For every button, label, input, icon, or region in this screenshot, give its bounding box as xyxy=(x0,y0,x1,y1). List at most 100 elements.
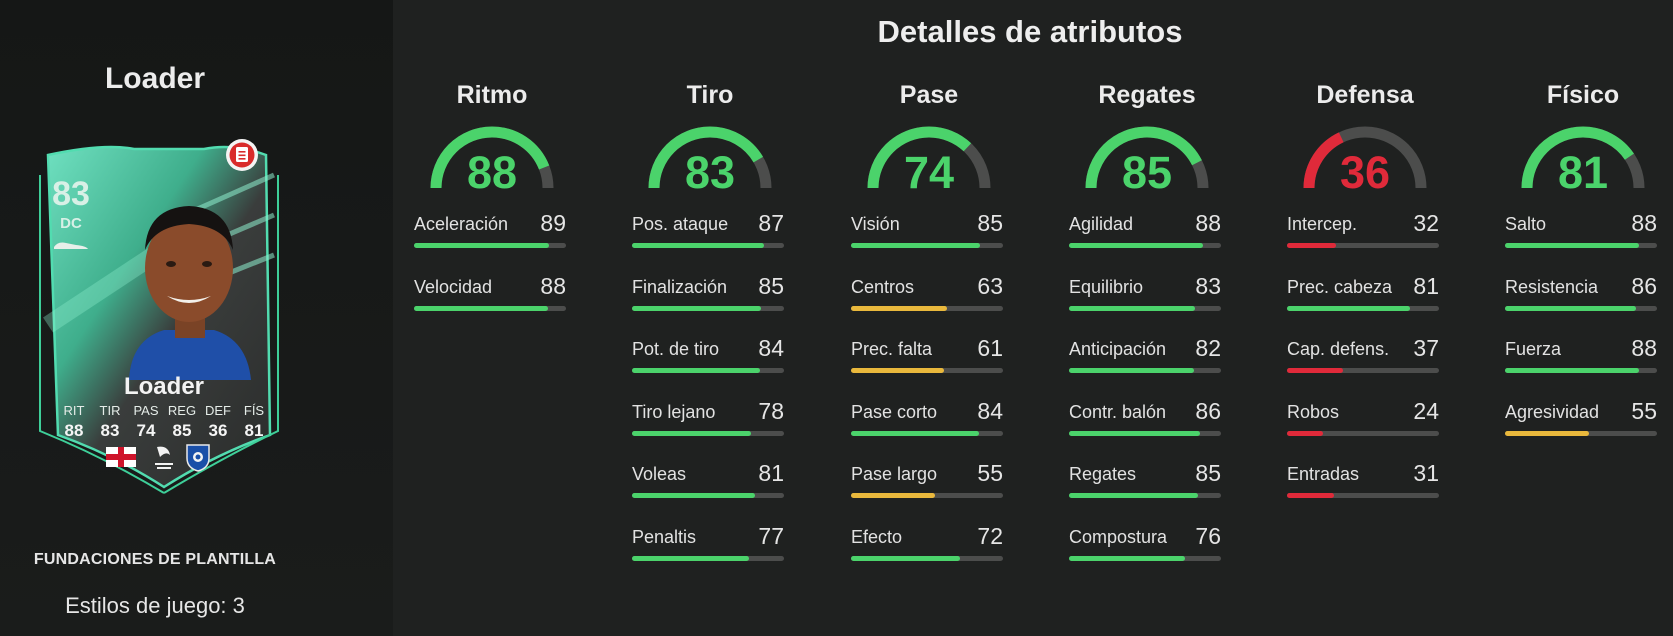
card-stat-pas: PAS 74 xyxy=(128,403,164,441)
attribute-label: Contr. balón xyxy=(1069,401,1167,422)
player-card[interactable]: 83 DC Loader RIT 88 xyxy=(34,135,294,495)
attribute-label: Equilibrio xyxy=(1069,276,1144,297)
gauge-fill xyxy=(430,126,554,189)
attribute-label: Agilidad xyxy=(1069,214,1134,234)
attribute-bar-track xyxy=(414,305,566,311)
attribute-row: Agilidad 88 xyxy=(1067,210,1227,254)
card-stat-label: FÍS xyxy=(243,403,265,418)
attribute-bar-track xyxy=(1505,243,1657,248)
card-stat-label: DEF xyxy=(205,403,231,418)
attribute-label: Visión xyxy=(851,214,900,234)
attribute-label: Salto xyxy=(1505,214,1547,234)
attribute-value: 88 xyxy=(1631,335,1657,361)
attribute-label: Pase corto xyxy=(851,401,938,422)
attribute-bar-fill xyxy=(1505,243,1639,248)
attribute-bar-fill xyxy=(414,305,548,311)
category-gauge: 85 xyxy=(1067,122,1227,212)
attribute-bar-fill xyxy=(1069,430,1200,436)
attribute-row: Entradas 31 xyxy=(1285,460,1445,504)
attribute-value: 88 xyxy=(540,272,566,299)
attribute-label: Prec. falta xyxy=(851,339,933,359)
attribute-label: Compostura xyxy=(1069,526,1168,547)
attribute-value: 88 xyxy=(1195,210,1221,236)
card-stat-def: DEF 36 xyxy=(200,403,236,441)
boot-icon xyxy=(54,242,88,249)
category-regates: Regates 85 Agilidad 88 Equilibrio 83 Anticipac… xyxy=(1067,80,1227,561)
gauge-fill xyxy=(867,126,991,189)
card-stat-value: 74 xyxy=(136,421,156,440)
league-logo-icon xyxy=(155,446,173,469)
category-gauge: 36 xyxy=(1285,122,1445,212)
attribute-bar-fill xyxy=(632,430,751,436)
category-value: 36 xyxy=(1339,147,1391,198)
attribute-row: Intercep. 32 xyxy=(1285,210,1445,254)
gauge-fill xyxy=(1303,126,1427,189)
attribute-label: Tiro lejano xyxy=(632,401,716,422)
attribute-row: Fuerza 88 xyxy=(1503,335,1663,379)
attribute-bar-track xyxy=(1287,305,1439,311)
attribute-bar-fill xyxy=(632,555,750,561)
attribute-value: 84 xyxy=(758,335,784,361)
attribute-label: Cap. defens. xyxy=(1287,339,1390,359)
card-stat-label: RIT xyxy=(63,403,85,418)
attribute-bar-track xyxy=(632,493,784,498)
attribute-bar-track xyxy=(851,305,1003,311)
attribute-row: Penaltis 77 xyxy=(630,523,790,567)
card-stat-fis: FÍS 81 xyxy=(236,403,272,441)
attribute-bar-fill xyxy=(1287,243,1336,248)
attribute-label: Efecto xyxy=(851,526,903,547)
card-stat-rit: RIT 88 xyxy=(56,403,92,441)
attribute-row: Aceleración 89 xyxy=(412,210,572,254)
attribute-row: Visión 85 xyxy=(849,210,1009,254)
gauge-fill xyxy=(1085,126,1209,189)
attribute-bar-fill xyxy=(632,368,760,373)
attribute-bar-track xyxy=(1069,493,1221,498)
card-stat-value: 83 xyxy=(100,421,120,440)
attribute-bar-track xyxy=(1505,430,1657,436)
category-title: Defensa xyxy=(1316,81,1414,109)
attribute-bar-track xyxy=(632,555,784,561)
england-flag-icon xyxy=(106,447,136,467)
gauge-fill xyxy=(648,126,772,189)
attribute-value: 84 xyxy=(977,397,1003,424)
attribute-bar-fill xyxy=(1069,243,1203,248)
attribute-label: Pase largo xyxy=(851,464,938,484)
playstyles-count: Estilos de juego: 3 xyxy=(65,593,245,618)
card-stat-label: TIR xyxy=(99,403,121,418)
attribute-value: 85 xyxy=(758,272,784,299)
attribute-bar-fill xyxy=(632,493,756,498)
attribute-bar-fill xyxy=(851,305,947,311)
attribute-label: Entradas xyxy=(1287,464,1360,484)
attribute-bar-fill xyxy=(851,430,979,436)
attribute-value: 55 xyxy=(977,460,1003,486)
category-tiro: Tiro 83 Pos. ataque 87 Finalización 85 Pot. de… xyxy=(630,80,790,561)
attribute-row: Tiro lejano 78 xyxy=(630,398,790,442)
card-stat-value: 81 xyxy=(244,421,264,440)
attribute-label: Velocidad xyxy=(414,276,493,297)
category-title: Regates xyxy=(1098,81,1196,109)
attribute-bar-fill xyxy=(632,243,765,248)
attribute-value: 88 xyxy=(1631,210,1657,236)
category-value: 88 xyxy=(466,147,518,198)
category-title: Tiro xyxy=(686,81,734,109)
attribute-value: 85 xyxy=(1195,460,1221,486)
attribute-bar-track xyxy=(851,555,1003,561)
attribute-bar-fill xyxy=(851,493,935,498)
evolution-badge-icon xyxy=(226,139,258,171)
attribute-row: Efecto 72 xyxy=(849,523,1009,567)
attribute-bar-fill xyxy=(1069,493,1199,498)
category-title: Pase xyxy=(899,81,959,109)
attribute-bar-fill xyxy=(851,243,981,248)
attribute-row: Salto 88 xyxy=(1503,210,1663,254)
card-set-name: FUNDACIONES DE PLANTILLA xyxy=(33,551,277,568)
attribute-bar-track xyxy=(632,305,784,311)
category-ritmo: Ritmo 88 Aceleración 89 Velocidad 88 xyxy=(412,80,572,311)
attribute-bar-track xyxy=(1287,243,1439,248)
attribute-value: 86 xyxy=(1631,272,1657,299)
attributes-title: Detalles de atributos xyxy=(877,14,1183,49)
attribute-value: 82 xyxy=(1195,335,1221,361)
attribute-value: 78 xyxy=(758,397,784,424)
category-title: Físico xyxy=(1546,81,1620,109)
attribute-bar-track xyxy=(1069,368,1221,373)
player-card-panel: Loader 83 DC xyxy=(0,0,393,636)
